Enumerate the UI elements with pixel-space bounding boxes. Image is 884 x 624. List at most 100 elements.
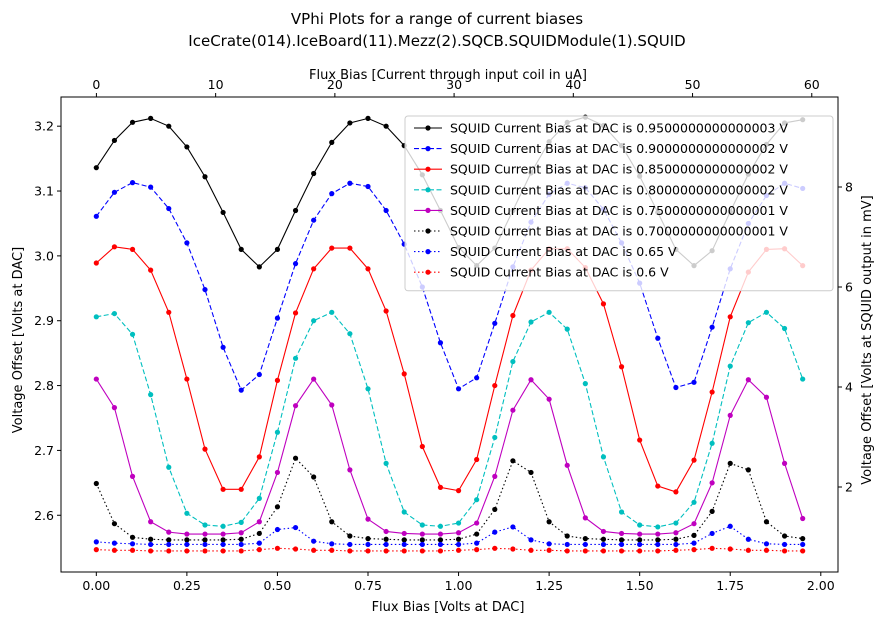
data-point bbox=[655, 531, 661, 537]
data-point bbox=[673, 547, 679, 553]
data-point bbox=[347, 548, 353, 554]
data-point bbox=[238, 486, 244, 492]
right-y-axis-label: Voltage Offset [Volts at SQUID output in… bbox=[860, 195, 875, 484]
data-point bbox=[618, 530, 625, 537]
data-point bbox=[455, 536, 462, 542]
data-point bbox=[637, 531, 643, 537]
data-point bbox=[763, 547, 770, 553]
data-point bbox=[727, 363, 733, 369]
data-point bbox=[329, 309, 335, 315]
data-point bbox=[311, 376, 317, 382]
data-point bbox=[256, 371, 262, 378]
data-point bbox=[238, 246, 244, 252]
data-point bbox=[383, 541, 389, 548]
data-point bbox=[637, 541, 643, 548]
data-point bbox=[220, 541, 226, 548]
data-point bbox=[365, 183, 371, 190]
data-point bbox=[184, 240, 190, 246]
top-x-tick-label: 0 bbox=[92, 77, 100, 92]
data-point bbox=[347, 541, 353, 548]
data-point bbox=[528, 547, 534, 553]
data-point bbox=[383, 207, 389, 214]
data-point bbox=[238, 548, 244, 554]
data-point bbox=[202, 537, 208, 543]
data-point bbox=[184, 510, 190, 516]
data-point bbox=[800, 548, 806, 554]
data-point bbox=[93, 314, 99, 320]
data-point bbox=[455, 541, 462, 548]
data-point bbox=[111, 244, 118, 250]
data-point bbox=[673, 520, 679, 526]
x-tick-label: 0.00 bbox=[82, 578, 110, 593]
data-point bbox=[709, 480, 715, 486]
data-point bbox=[93, 376, 99, 382]
data-point bbox=[401, 509, 407, 515]
data-point bbox=[582, 548, 588, 554]
data-point bbox=[763, 309, 770, 315]
data-point bbox=[365, 548, 371, 554]
data-point bbox=[546, 519, 552, 525]
series-line bbox=[96, 525, 803, 545]
right-y-tick-label: 8 bbox=[845, 180, 853, 195]
legend-marker bbox=[425, 187, 431, 193]
data-point bbox=[437, 548, 444, 554]
data-point bbox=[220, 531, 226, 537]
data-point bbox=[220, 486, 226, 492]
legend-entry: SQUID Current Bias at DAC is 0.65 V bbox=[414, 244, 677, 259]
data-point bbox=[129, 119, 136, 125]
data-point bbox=[582, 536, 588, 542]
y-tick-label: 2.8 bbox=[34, 378, 54, 393]
data-point bbox=[365, 115, 371, 121]
data-point bbox=[347, 533, 353, 539]
data-point bbox=[510, 458, 516, 464]
data-point bbox=[202, 531, 208, 537]
data-point bbox=[401, 371, 407, 377]
data-point bbox=[383, 123, 389, 129]
legend-label: SQUID Current Bias at DAC is 0.800000000… bbox=[450, 182, 788, 197]
top-x-tick-label: 40 bbox=[565, 77, 581, 92]
data-point bbox=[148, 115, 154, 121]
data-point bbox=[564, 548, 570, 554]
data-point bbox=[691, 532, 697, 538]
data-point bbox=[148, 519, 154, 525]
data-point bbox=[256, 547, 262, 553]
data-point bbox=[655, 548, 661, 554]
data-point bbox=[274, 429, 281, 435]
data-point bbox=[148, 392, 154, 398]
data-point bbox=[600, 301, 607, 307]
data-point bbox=[166, 541, 172, 548]
data-point bbox=[691, 521, 697, 527]
data-point bbox=[800, 541, 806, 548]
x-tick-label: 0.75 bbox=[354, 578, 382, 593]
data-point bbox=[256, 519, 262, 525]
legend-label: SQUID Current Bias at DAC is 0.950000000… bbox=[450, 121, 788, 136]
data-point bbox=[401, 541, 407, 548]
legend-entry: SQUID Current Bias at DAC is 0.700000000… bbox=[414, 224, 788, 239]
data-point bbox=[492, 506, 498, 513]
data-point bbox=[763, 394, 770, 400]
data-point bbox=[618, 509, 625, 515]
data-point bbox=[618, 548, 625, 554]
data-point bbox=[202, 174, 208, 180]
data-point bbox=[600, 454, 607, 460]
data-point bbox=[365, 536, 371, 542]
data-point bbox=[383, 548, 389, 554]
x-tick-label: 0.50 bbox=[264, 578, 292, 593]
top-x-tick-label: 20 bbox=[327, 77, 343, 92]
x-tick-label: 1.25 bbox=[535, 578, 563, 593]
top-x-tick-label: 60 bbox=[804, 77, 820, 92]
chart-title: VPhi Plots for a range of current biases bbox=[291, 10, 583, 28]
data-point bbox=[202, 541, 208, 548]
data-point bbox=[148, 548, 154, 554]
axes: 0.00 0.25 0.50 0.75 1.00 1.25 1.50 1.75 2.00 2.6 2… bbox=[34, 77, 853, 593]
data-point bbox=[148, 541, 154, 548]
data-point bbox=[673, 530, 679, 536]
data-point bbox=[292, 524, 299, 531]
data-point bbox=[474, 540, 480, 546]
data-point bbox=[129, 246, 136, 252]
data-point bbox=[220, 344, 226, 350]
series-line bbox=[96, 311, 804, 528]
legend-entry: SQUID Current Bias at DAC is 0.750000000… bbox=[414, 203, 788, 218]
data-point bbox=[600, 536, 607, 542]
data-point bbox=[329, 191, 335, 197]
